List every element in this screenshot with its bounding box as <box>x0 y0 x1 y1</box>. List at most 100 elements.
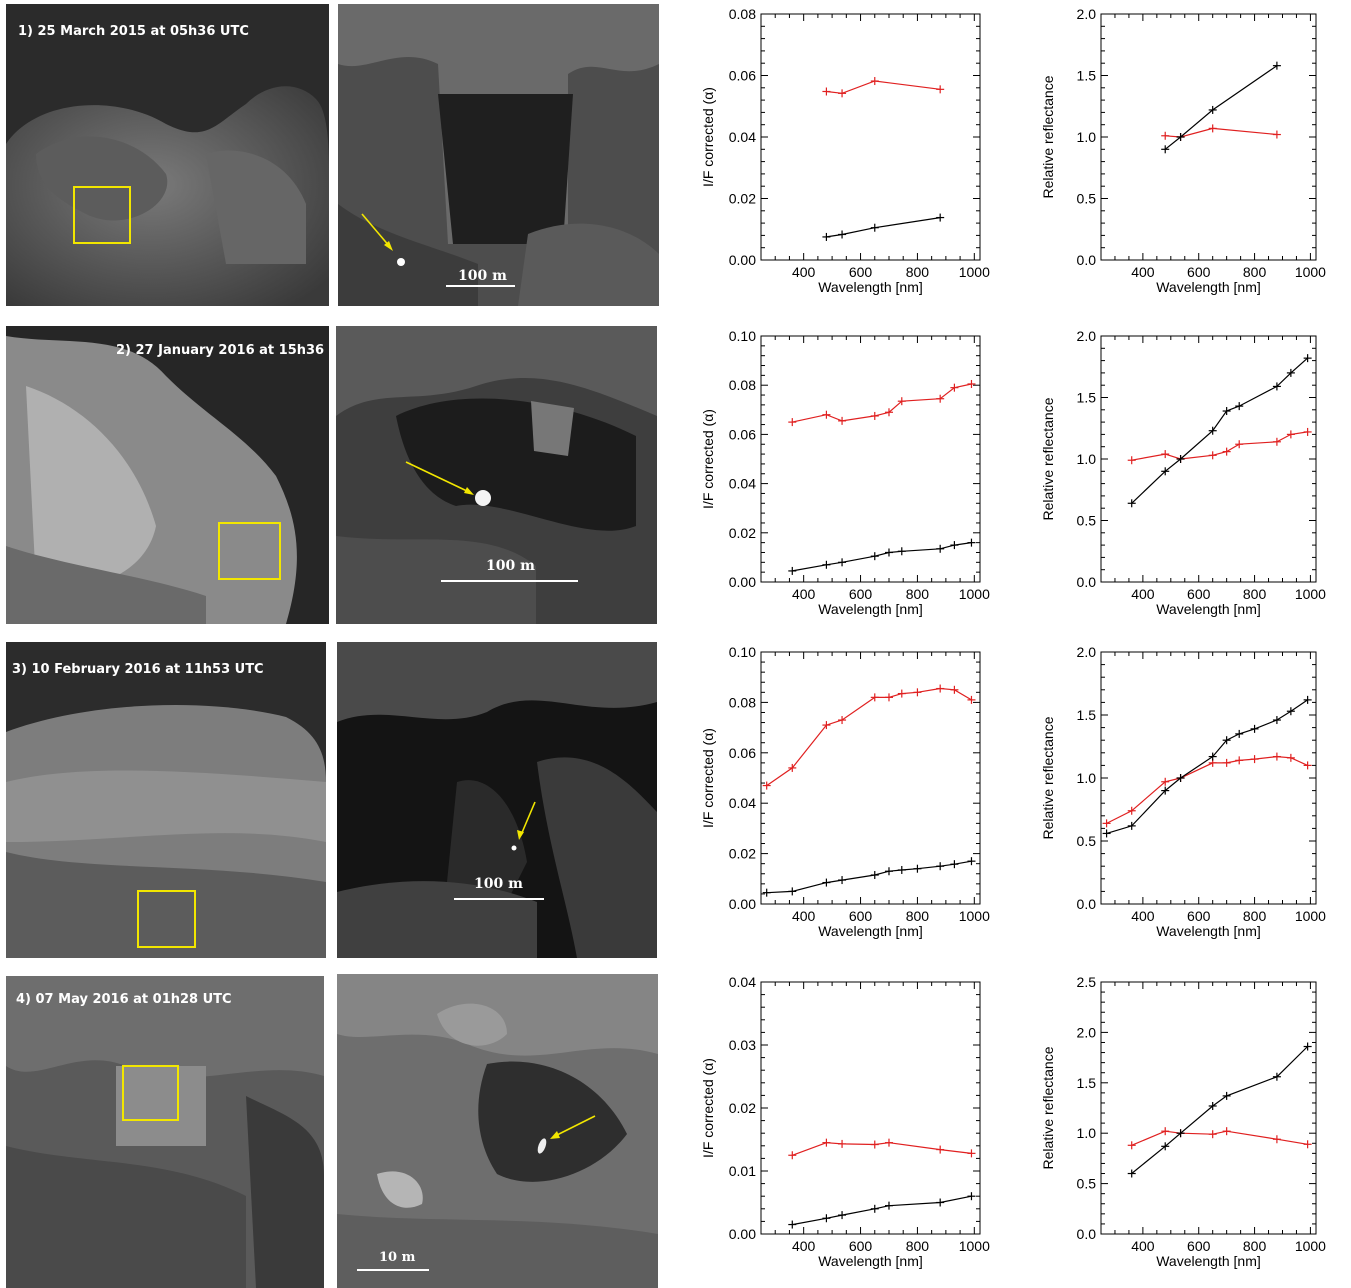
y-tick-label: 0.04 <box>729 795 756 811</box>
data-point-marker <box>936 862 945 871</box>
row-3: 3) 10 February 2016 at 11h53 UTC 100 m 4… <box>0 636 1351 964</box>
plot-frame <box>760 335 981 583</box>
data-point-marker <box>822 1214 831 1223</box>
x-tick-label: 1000 <box>959 264 990 280</box>
comet-overview-image-1: 1) 25 March 2015 at 05h36 UTC <box>6 4 329 306</box>
data-point-marker <box>1272 1135 1281 1144</box>
row-1: 1) 25 March 2015 at 05h36 UTC 100 m 400 6… <box>0 0 1351 318</box>
data-point-marker <box>1303 761 1312 770</box>
data-point-marker <box>822 721 831 730</box>
scale-bar-label: 100 m <box>486 558 535 574</box>
bright-spot-1 <box>397 258 405 266</box>
data-point-marker <box>870 411 879 420</box>
y-tick-label: 0.06 <box>729 68 756 84</box>
data-point-marker <box>936 544 945 553</box>
y-axis-label: Relative reflectance <box>1040 397 1056 520</box>
data-point-marker <box>762 888 771 897</box>
data-point-marker <box>870 871 879 880</box>
data-point-marker <box>1303 1042 1312 1051</box>
region-highlight-box <box>73 186 131 244</box>
y-tick-label: 0.00 <box>729 574 756 590</box>
data-point-marker <box>1161 131 1170 140</box>
x-axis-label: Wavelength [nm] <box>1156 1253 1261 1269</box>
y-tick-label: 2.0 <box>1077 6 1097 22</box>
x-tick-label: 600 <box>849 586 873 602</box>
bright-spot-spectrum-line <box>1165 127 1277 138</box>
x-tick-label: 400 <box>1131 264 1155 280</box>
data-point-marker <box>1176 774 1185 782</box>
comet-overview-image-4: 4) 07 May 2016 at 01h28 UTC <box>6 976 324 1288</box>
data-point-marker <box>822 87 831 96</box>
zoom-art-1 <box>338 4 659 306</box>
data-point-marker <box>838 230 847 239</box>
data-point-marker <box>1208 124 1217 133</box>
y-tick-label: 0.10 <box>729 328 756 344</box>
data-point-marker <box>950 860 959 869</box>
x-tick-label: 1000 <box>1295 908 1326 924</box>
data-point-marker <box>1208 1101 1217 1110</box>
data-point-marker <box>1222 407 1231 416</box>
if-spectrum-chart-4: 400 600 800 1000 0.00 0.01 0.02 0.03 0.04 Wavelen… <box>700 974 990 1269</box>
bright-spot-2 <box>475 490 491 506</box>
y-tick-label: 2.0 <box>1077 644 1097 660</box>
y-tick-label: 0.5 <box>1077 833 1097 849</box>
y-tick-label: 0.04 <box>729 129 756 145</box>
data-point-marker <box>870 77 879 86</box>
data-point-marker <box>1161 450 1170 459</box>
data-point-marker <box>936 1145 945 1154</box>
surrounding-spectrum-line <box>826 217 941 238</box>
plot-frame <box>1100 981 1317 1235</box>
data-point-marker <box>1127 821 1136 830</box>
row-2: 2) 27 January 2016 at 15h36 UTC 100 m 40… <box>0 318 1351 636</box>
x-tick-label: 600 <box>1187 1238 1211 1254</box>
relative-reflectance-chart-2: 400 600 800 1000 0.0 0.5 1.0 1.5 2.0 Wavelength [… <box>1040 328 1326 617</box>
data-point-marker <box>788 1220 797 1229</box>
data-point-marker <box>822 410 831 419</box>
y-tick-label: 0.06 <box>729 426 756 442</box>
bright-spot-spectrum-line <box>766 687 972 787</box>
y-tick-label: 0.08 <box>729 6 756 22</box>
data-point-marker <box>936 684 945 693</box>
bright-spot-4 <box>537 1138 547 1154</box>
x-tick-label: 400 <box>1131 586 1155 602</box>
y-tick-label: 0.06 <box>729 745 756 761</box>
x-tick-label: 800 <box>1243 1238 1267 1254</box>
row-4: 4) 07 May 2016 at 01h28 UTC 10 m 400 600 8… <box>0 964 1351 1288</box>
x-tick-label: 1000 <box>1295 264 1326 280</box>
region-highlight-box <box>122 1065 179 1121</box>
data-point-marker <box>1161 145 1170 154</box>
y-tick-label: 0.5 <box>1077 191 1097 207</box>
bright-spot-spectrum-line <box>1131 1130 1308 1146</box>
if-spectrum-chart-1: 400 600 800 1000 0.00 0.02 0.04 0.06 0.08 Wavelen… <box>700 6 990 295</box>
data-point-marker <box>1303 1140 1312 1149</box>
y-tick-label: 1.0 <box>1077 451 1097 467</box>
x-axis-label: Wavelength [nm] <box>1156 601 1261 617</box>
y-tick-label: 0.5 <box>1077 513 1097 529</box>
data-point-marker <box>838 716 847 725</box>
x-axis-label: Wavelength [nm] <box>1156 923 1261 939</box>
data-point-marker <box>884 548 893 557</box>
data-point-marker <box>870 1204 879 1213</box>
data-point-marker <box>967 1192 976 1201</box>
data-point-marker <box>913 864 922 873</box>
pointer-arrow-4 <box>554 1115 596 1137</box>
region-highlight-box <box>218 522 281 580</box>
data-point-marker <box>1161 777 1170 786</box>
observation-date-label: 3) 10 February 2016 at 11h53 UTC <box>12 662 264 677</box>
data-point-marker <box>1161 1127 1170 1136</box>
y-tick-label: 0.02 <box>729 1100 756 1116</box>
data-point-marker <box>822 560 831 569</box>
data-point-marker <box>1102 819 1111 828</box>
data-point-marker <box>1208 105 1217 114</box>
data-point-marker <box>1127 1141 1136 1150</box>
pointer-arrow-1 <box>361 213 391 248</box>
y-axis-label: Relative reflectance <box>1040 1046 1056 1169</box>
x-tick-label: 600 <box>849 1238 873 1254</box>
y-tick-label: 0.0 <box>1077 252 1097 268</box>
y-tick-label: 2.5 <box>1077 974 1097 990</box>
y-tick-label: 0.00 <box>729 896 756 912</box>
data-point-marker <box>1272 130 1281 139</box>
x-axis-label: Wavelength [nm] <box>818 601 923 617</box>
y-axis-label: Relative reflectance <box>1040 716 1056 839</box>
plot-frame <box>760 13 981 261</box>
